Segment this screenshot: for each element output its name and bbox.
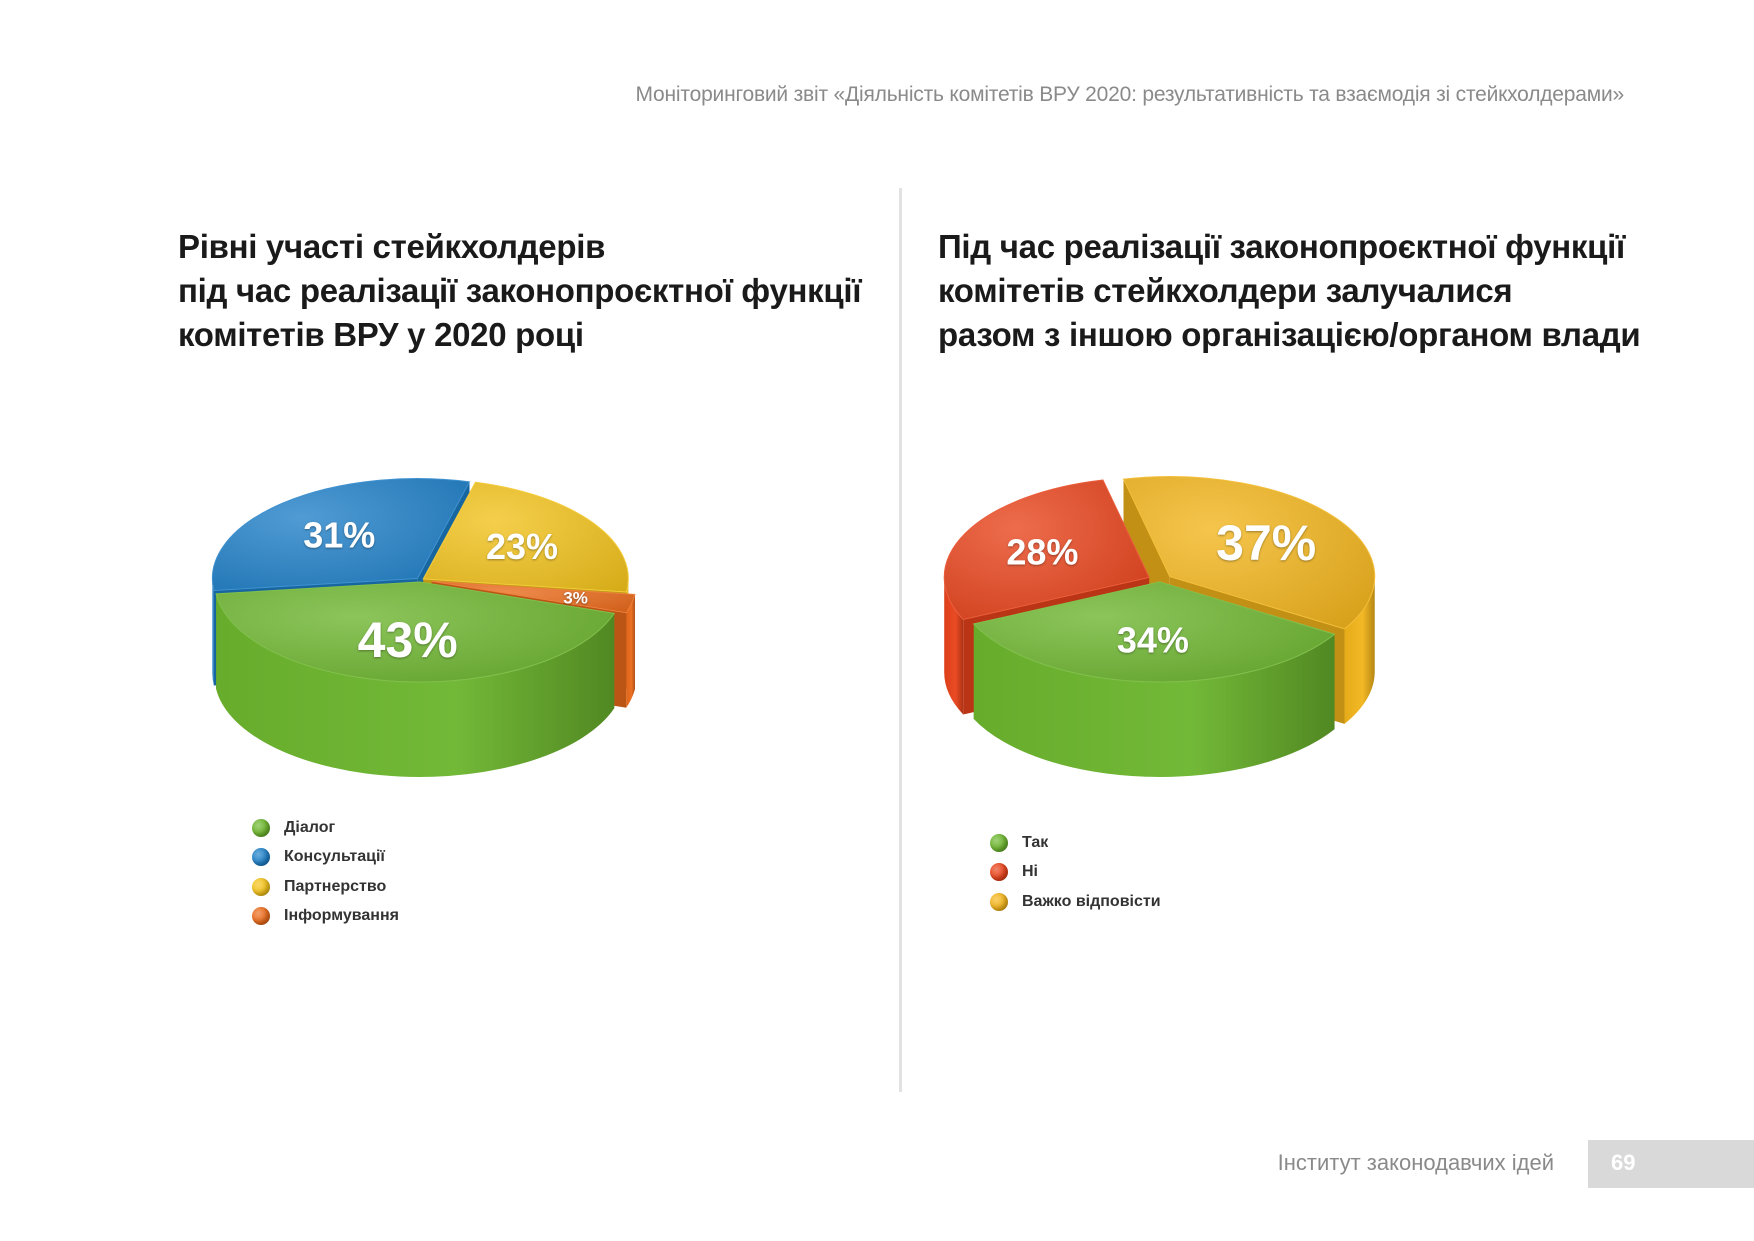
pie-label-партнерство: 23% (486, 526, 558, 567)
running-header: Моніторинговий звіт «Діяльність комітеті… (635, 83, 1625, 106)
pie-slice-важко-відповісти (1122, 476, 1376, 630)
pie-side-так (973, 623, 1335, 777)
chart-title-line: Рівні участі стейкхолдерів (178, 228, 606, 265)
chart-title-line: Під час реалізації законопроєктної функц… (938, 228, 1625, 265)
legend-item-партнерство: Партнерство (252, 872, 399, 902)
pie-slice-інформування (431, 580, 636, 614)
pie-side-важко-відповісти (1344, 576, 1375, 724)
page-number: 69 (1611, 1150, 1636, 1175)
legend-dot-ні (990, 863, 1008, 882)
pie-side-ні (944, 577, 964, 715)
legend-label: Консультації (284, 848, 385, 866)
pie-slice-партнерство (422, 481, 629, 593)
pie-label-ні: 28% (1006, 532, 1078, 573)
legend-item-важко-відповісти: Важко відповісти (990, 887, 1161, 917)
column-divider (899, 188, 902, 1092)
pie-slice-так (972, 581, 1336, 683)
pie-label-важко-відповісти: 37% (1216, 515, 1316, 571)
pie-label-консультації: 31% (303, 514, 375, 555)
pie-chart-joint-involvement: 34% 28% 37% (943, 476, 1376, 777)
legend-dot-партнерство (252, 877, 270, 896)
pie-label-так: 34% (1117, 619, 1189, 660)
pie-side-діалог (216, 593, 615, 777)
footer-organization: Інститут законодавчих ідей (1277, 1150, 1554, 1175)
chart-title-stakeholder-levels: Рівні участі стейкхолдерів під час реалі… (178, 225, 862, 357)
pie-side-консультації (212, 578, 214, 686)
legend-joint-involvement: Так Ні Важко відповісти (990, 828, 1161, 917)
legend-label: Діалог (284, 818, 336, 836)
legend-dot-так (990, 833, 1008, 852)
chart-title-line: разом з іншою організацією/органом влади (938, 316, 1641, 353)
chart-title-line: під час реалізації законопроєктної функц… (178, 272, 862, 309)
page-number-tab: 69 (1588, 1140, 1754, 1188)
legend-dot-діалог (252, 818, 270, 837)
pie-label-діалог: 43% (358, 612, 458, 668)
legend-label: Так (1022, 833, 1049, 851)
legend-dot-інформування (252, 907, 270, 926)
pie-side-інформування (626, 594, 635, 708)
legend-label: Інформування (284, 907, 399, 925)
legend-item-ні: Ні (990, 858, 1161, 888)
legend-label: Важко відповісти (1022, 892, 1161, 910)
legend-dot-консультації (252, 848, 270, 867)
legend-label: Ні (1022, 863, 1038, 881)
chart-title-joint-involvement: Під час реалізації законопроєктної функц… (938, 225, 1641, 357)
pie-chart-stakeholder-levels: 43% 31% 23% 3% (211, 478, 636, 777)
legend-stakeholder-levels: Діалог Консультації Партнерство Інформуванн… (252, 813, 399, 931)
legend-item-так: Так (990, 828, 1161, 858)
pie-label-інформування: 3% (563, 588, 588, 607)
legend-item-консультації: Консультації (252, 843, 399, 873)
chart-title-line: комітетів стейкхолдери залучалися (938, 272, 1513, 309)
pie-slice-діалог (215, 581, 616, 683)
pie-slice-ні (943, 479, 1150, 621)
legend-item-інформування: Інформування (252, 902, 399, 932)
legend-label: Партнерство (284, 877, 387, 895)
legend-item-діалог: Діалог (252, 813, 399, 843)
legend-dot-важко-відповісти (990, 892, 1008, 911)
chart-title-line: комітетів ВРУ у 2020 році (178, 316, 584, 353)
pie-slice-консультації (211, 478, 471, 592)
